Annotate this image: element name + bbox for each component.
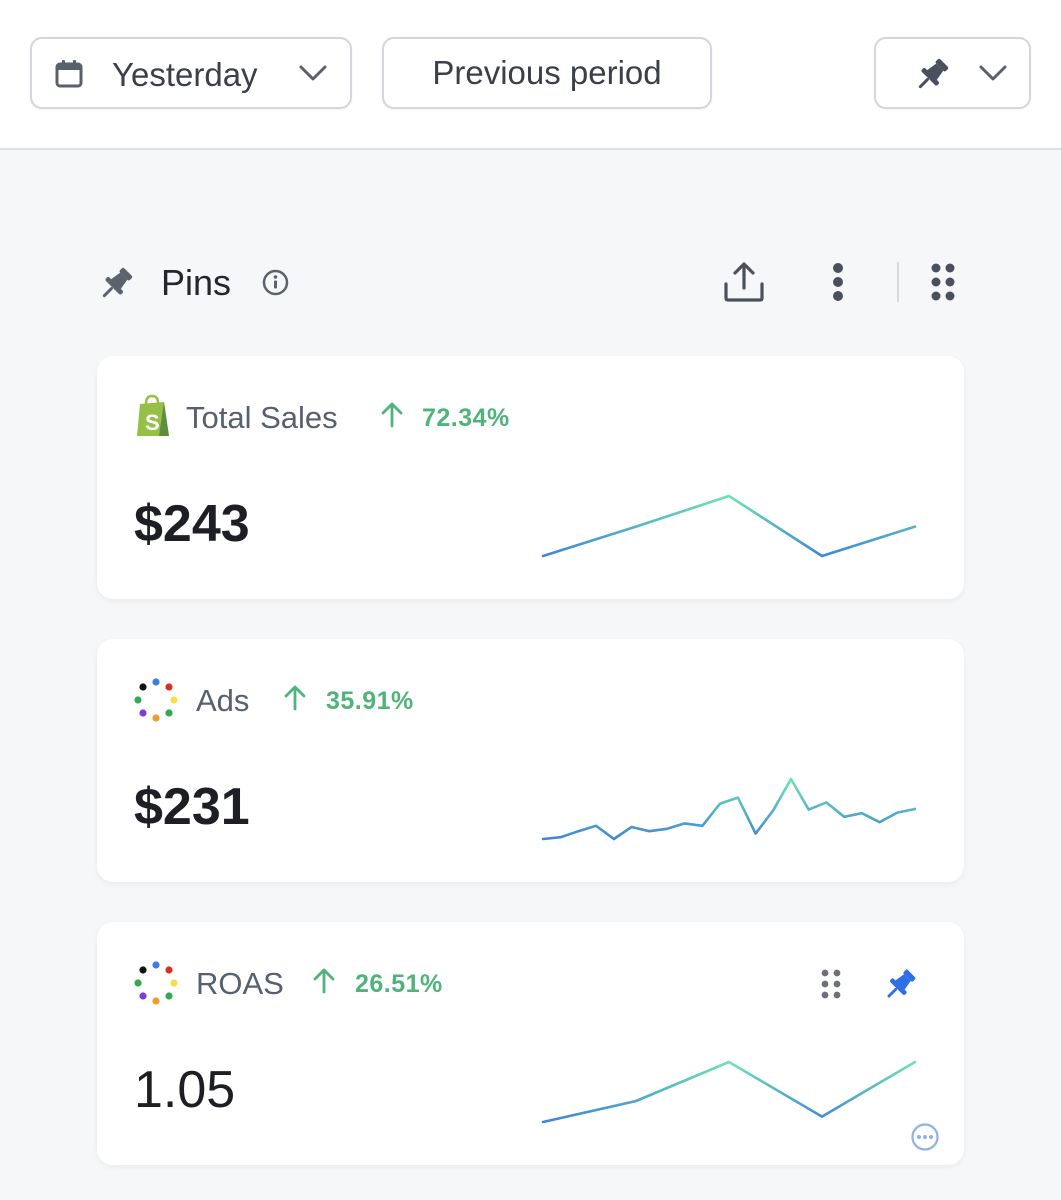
more-horizontal-icon[interactable] [910, 1122, 940, 1152]
sparkline-path [541, 494, 917, 558]
pin-menu-button[interactable] [874, 37, 1031, 109]
metric-name: Ads [196, 683, 250, 718]
pin-icon [102, 267, 133, 298]
chevron-down-icon [979, 65, 1007, 81]
top-toolbar: Yesterday Previous period [0, 0, 1061, 150]
info-icon[interactable] [262, 269, 289, 296]
sparkline-path [541, 777, 917, 841]
metric-value: 1.05 [134, 1061, 236, 1119]
pin-icon [918, 58, 949, 89]
date-range-label: Yesterday [112, 56, 258, 93]
shopify-icon: S [137, 394, 169, 436]
arrow-up-icon [284, 685, 306, 711]
section-title: Pins [161, 262, 232, 303]
metric-name: Total Sales [186, 400, 338, 435]
divider [897, 262, 899, 302]
svg-text:S: S [145, 410, 160, 435]
metric-card-ads[interactable]: Ads 35.91% $231 [97, 639, 964, 882]
metric-value: $231 [134, 778, 250, 836]
chevron-down-icon [299, 65, 327, 81]
sparkline [541, 494, 917, 558]
compare-period-label: Previous period [432, 54, 662, 91]
metric-change: 35.91% [326, 687, 414, 715]
pins-section-header: Pins [0, 250, 1061, 316]
sparkline [541, 777, 917, 841]
drag-grip-icon[interactable] [819, 968, 843, 1000]
date-range-select[interactable]: Yesterday [30, 37, 352, 109]
compare-period-button[interactable]: Previous period [382, 37, 712, 109]
metric-card-roas[interactable]: ROAS 26.51% 1.05 [97, 922, 964, 1165]
more-vertical-icon[interactable] [830, 262, 846, 302]
sparkline-path [541, 1060, 917, 1124]
metric-name: ROAS [196, 966, 284, 1001]
calendar-icon [55, 60, 83, 88]
metric-change: 72.34% [422, 404, 510, 432]
share-icon[interactable] [722, 260, 766, 304]
ad-platforms-icon [134, 678, 178, 722]
arrow-up-icon [313, 968, 335, 994]
pinned-icon[interactable] [881, 966, 919, 1004]
metric-change: 26.51% [355, 970, 443, 998]
metric-card-total-sales[interactable]: S Total Sales 72.34% $243 [97, 356, 964, 599]
arrow-up-icon [381, 402, 403, 428]
drag-grip-icon[interactable] [929, 262, 957, 302]
ad-platforms-icon [134, 961, 178, 1005]
sparkline [541, 1060, 917, 1124]
metric-value: $243 [134, 495, 250, 553]
